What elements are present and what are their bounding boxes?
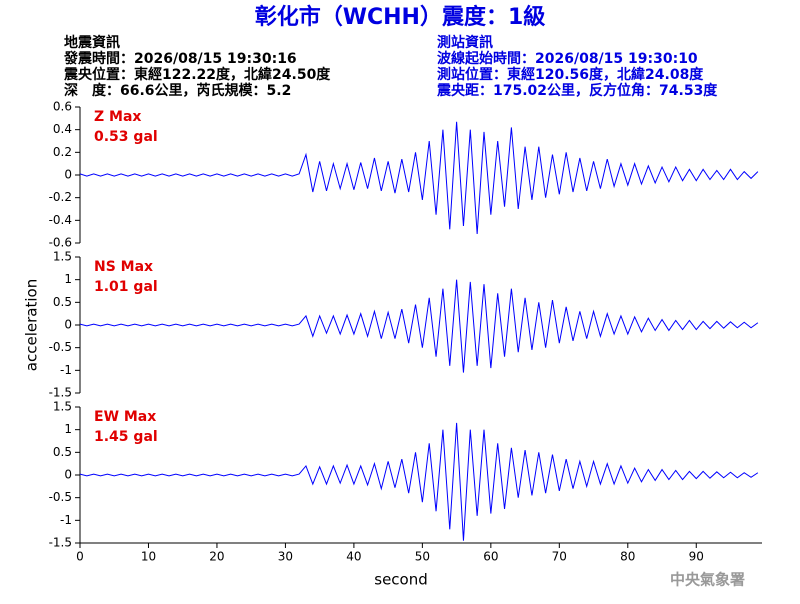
waveform: [79, 422, 759, 541]
info-left: 震央位置：東經122.22度，北緯24.50度: [63, 66, 331, 83]
chart-title: 彰化市（WCHH）震度：1級: [255, 4, 546, 30]
x-axis-label: second: [374, 571, 428, 589]
y-tick-label: 1.5: [53, 400, 72, 414]
annotation: Z Max: [94, 109, 141, 125]
annotation: NS Max: [94, 259, 153, 275]
y-tick-label: -0.5: [49, 490, 72, 504]
annotation: 1.01 gal: [94, 279, 158, 295]
annotation: 1.45 gal: [94, 429, 158, 445]
y-tick-label: 0: [64, 168, 72, 182]
x-tick-label: 20: [209, 550, 224, 564]
footer: 中央氣象署: [670, 571, 745, 589]
y-tick-label: -1: [60, 363, 72, 377]
waveform: [79, 279, 759, 373]
y-tick-label: 1: [64, 272, 72, 286]
y-tick-label: 0: [64, 468, 72, 482]
x-tick-label: 10: [141, 550, 156, 564]
y-tick-label: -0.4: [49, 213, 72, 227]
info-right: 測站資訊: [437, 34, 493, 51]
y-tick-label: -1.5: [49, 386, 72, 400]
x-tick-label: 90: [689, 550, 704, 564]
y-tick-label: 1.5: [53, 250, 72, 264]
y-tick-label: 1: [64, 422, 72, 436]
annotation: EW Max: [94, 409, 156, 425]
x-tick-label: 30: [278, 550, 293, 564]
y-tick-label: 0: [64, 318, 72, 332]
x-tick-label: 40: [346, 550, 361, 564]
y-tick-label: 0.4: [53, 122, 72, 136]
y-tick-label: 0.2: [53, 145, 72, 159]
info-right: 測站位置：東經120.56度，北緯24.08度: [437, 66, 704, 83]
info-right: 波線起始時間：2026/08/15 19:30:10: [437, 50, 698, 67]
info-left: 深 度：66.6公里，芮氏規模：5.2: [64, 82, 291, 99]
x-tick-label: 50: [415, 550, 430, 564]
x-tick-label: 60: [483, 550, 498, 564]
x-tick-label: 80: [620, 550, 635, 564]
y-axis-label: acceleration: [23, 279, 41, 371]
y-tick-label: -1: [60, 513, 72, 527]
y-tick-label: 0.6: [53, 100, 72, 114]
y-tick-label: -0.2: [49, 190, 72, 204]
info-right: 震央距：175.02公里，反方位角：74.53度: [436, 82, 718, 99]
info-left: 地震資訊: [64, 34, 120, 51]
info-left: 發震時間：2026/08/15 19:30:16: [63, 50, 297, 67]
waveform: [79, 121, 759, 234]
y-tick-label: 0.5: [53, 445, 72, 459]
x-tick-label: 0: [76, 550, 84, 564]
x-tick-label: 70: [552, 550, 567, 564]
y-tick-label: 0.5: [53, 295, 72, 309]
annotation: 0.53 gal: [94, 129, 158, 145]
y-tick-label: -0.5: [49, 340, 72, 354]
y-tick-label: -1.5: [49, 536, 72, 550]
y-tick-label: -0.6: [49, 236, 72, 250]
